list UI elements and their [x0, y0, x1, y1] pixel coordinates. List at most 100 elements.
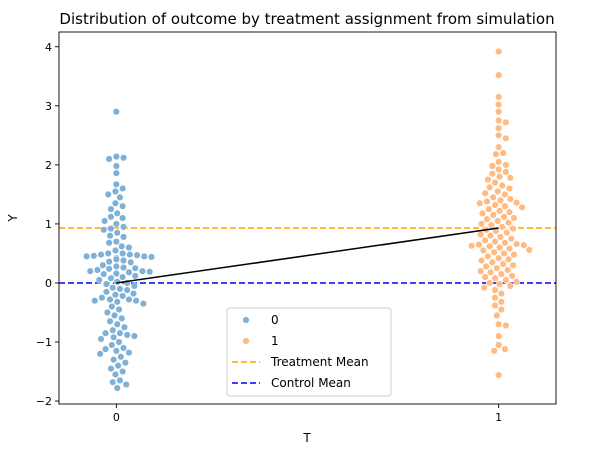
y-tick-label: 3 [45, 100, 52, 113]
point-group-0 [102, 288, 110, 296]
point-group-1 [502, 276, 510, 284]
point-group-1 [505, 245, 514, 253]
point-group-0 [95, 276, 103, 284]
point-group-0 [118, 314, 126, 322]
point-group-0 [91, 297, 99, 305]
mean-connecting-line [116, 227, 499, 284]
point-group-0 [122, 380, 130, 389]
point-group-0 [93, 266, 101, 274]
point-group-1 [505, 184, 514, 193]
point-group-0 [101, 345, 110, 353]
point-group-1 [506, 174, 514, 182]
point-group-0 [125, 295, 133, 304]
point-group-0 [140, 252, 148, 260]
point-group-1 [480, 284, 488, 292]
legend-marker-0 [242, 316, 250, 324]
point-group-1 [491, 274, 499, 282]
point-group-0 [103, 308, 111, 317]
point-group-1 [503, 229, 511, 237]
point-group-1 [500, 213, 508, 221]
point-group-0 [100, 270, 108, 278]
point-group-0 [112, 108, 120, 116]
point-group-0 [107, 365, 115, 373]
point-group-0 [112, 269, 120, 278]
point-group-0 [125, 268, 133, 276]
point-group-0 [112, 255, 120, 263]
point-group-0 [139, 300, 147, 308]
point-group-1 [495, 166, 503, 174]
point-group-0 [119, 233, 128, 241]
legend-frame [226, 307, 392, 397]
point-group-1 [494, 217, 502, 225]
point-group-0 [100, 226, 108, 234]
point-group-1 [509, 225, 517, 233]
point-group-1 [478, 209, 487, 217]
point-group-1 [488, 162, 496, 170]
axes: −2 −1 0 1 2 3 4 0 1 [36, 41, 502, 424]
point-group-1 [491, 238, 499, 246]
point-group-1 [481, 236, 489, 244]
point-group-1 [499, 260, 507, 268]
point-group-1 [468, 242, 476, 250]
point-group-1 [496, 173, 504, 181]
point-group-1 [502, 161, 510, 169]
point-group-1 [495, 93, 503, 101]
point-group-1 [495, 124, 503, 132]
point-group-1 [513, 199, 521, 207]
x-axis-label: T [302, 431, 311, 445]
point-group-1 [513, 278, 521, 286]
point-group-0 [110, 356, 118, 364]
point-group-0 [115, 338, 123, 346]
point-group-0 [111, 199, 119, 207]
point-group-0 [120, 323, 128, 331]
point-group-0 [105, 258, 113, 266]
x-tick-label: 0 [113, 411, 120, 424]
point-group-1 [510, 251, 518, 259]
point-group-0 [121, 359, 129, 367]
point-group-1 [491, 286, 499, 294]
point-group-1 [477, 230, 485, 239]
point-group-1 [497, 305, 505, 314]
point-group-0 [107, 225, 115, 233]
point-group-1 [505, 255, 513, 263]
point-group-1 [506, 195, 514, 203]
point-group-1 [486, 183, 494, 191]
point-group-1 [496, 207, 504, 215]
point-group-0 [113, 384, 121, 392]
point-group-1 [495, 254, 503, 262]
point-group-1 [495, 47, 503, 56]
legend-label-1: 1 [271, 334, 279, 348]
point-group-1 [482, 262, 490, 270]
plot-frame [58, 31, 557, 405]
point-group-0 [109, 378, 117, 386]
point-group-0 [106, 295, 114, 304]
point-group-1 [491, 179, 499, 187]
point-group-1 [495, 101, 503, 109]
chart-title: Distribution of outcome by treatment ass… [59, 10, 554, 28]
point-group-0 [119, 344, 128, 352]
point-group-0 [112, 347, 120, 355]
point-group-0 [116, 193, 124, 201]
point-group-0 [90, 252, 98, 260]
point-group-1 [498, 181, 506, 190]
point-group-0 [130, 332, 138, 340]
x-tick-label: 1 [495, 411, 502, 424]
point-group-1 [501, 345, 509, 353]
point-group-0 [123, 331, 131, 339]
point-group-1 [502, 118, 510, 126]
point-group-1 [494, 187, 502, 195]
point-group-1 [481, 273, 489, 281]
point-group-1 [488, 258, 496, 266]
point-group-1 [507, 235, 515, 243]
point-group-0 [108, 303, 116, 311]
point-group-1 [492, 150, 500, 158]
point-group-0 [107, 213, 115, 221]
point-group-1 [495, 71, 503, 79]
point-group-1 [485, 205, 493, 213]
point-group-0 [109, 326, 117, 334]
point-group-0 [97, 251, 105, 259]
y-tick-label: 1 [45, 218, 52, 231]
point-group-1 [495, 341, 503, 349]
point-group-0 [147, 253, 155, 261]
point-group-0 [131, 272, 139, 280]
